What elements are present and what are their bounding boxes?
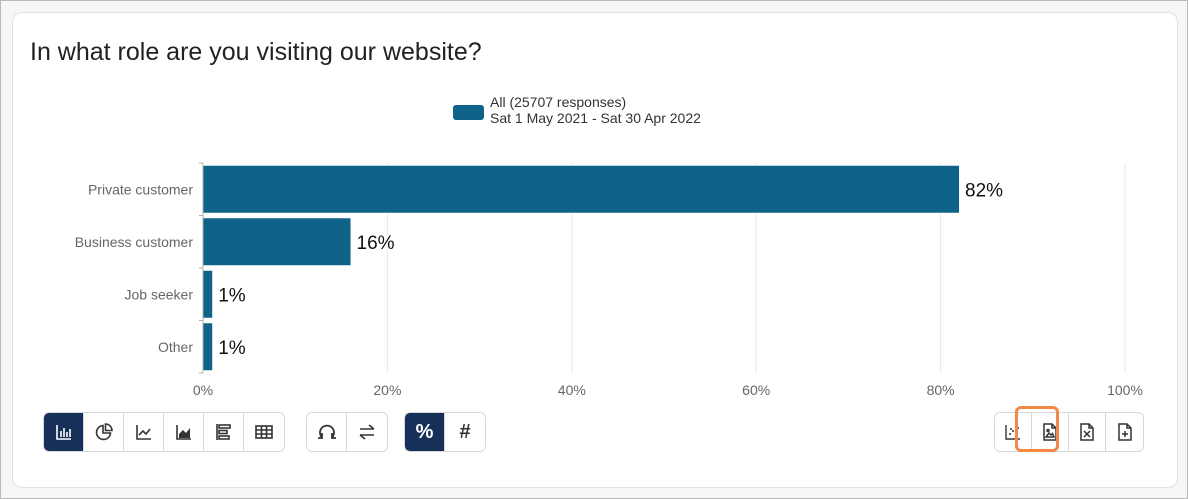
pdf-add-button[interactable] [1106, 413, 1143, 451]
scatter-export-button[interactable] [995, 413, 1032, 451]
legend-series-name: All (25707 responses) [490, 94, 627, 110]
pie-chart-icon [95, 423, 113, 441]
bar-chart-icon [55, 425, 71, 440]
bar [203, 323, 213, 371]
category-label: Business customer [75, 234, 194, 250]
swap-axes-button[interactable] [347, 413, 387, 451]
legend-date-range: Sat 1 May 2021 - Sat 30 Apr 2022 [490, 110, 701, 126]
data-label: 1% [218, 338, 246, 359]
refresh-button[interactable] [307, 413, 347, 451]
table-view-button[interactable] [244, 413, 284, 451]
legend-swatch [453, 105, 484, 120]
data-label: 16% [357, 233, 395, 254]
line-chart-icon [135, 425, 151, 440]
refresh-icon [317, 424, 336, 439]
excel-export-icon [1080, 423, 1094, 441]
pdf-add-icon [1117, 423, 1132, 441]
percent-label: % [415, 420, 434, 443]
x-tick-label: 0% [193, 382, 213, 398]
bar-chart-button[interactable] [44, 413, 84, 451]
x-tick-label: 80% [927, 382, 955, 398]
stacked-bar-icon [215, 424, 231, 440]
legend-text: All (25707 responses) Sat 1 May 2021 - S… [490, 94, 701, 126]
pie-chart-button[interactable] [84, 413, 124, 451]
bar [203, 270, 213, 318]
bar-chart: 0% 20% 40% 60% 80% 100% 82% Private customer 16%… [75, 162, 1143, 398]
area-chart-button[interactable] [164, 413, 204, 451]
excel-export-button[interactable] [1069, 413, 1106, 451]
data-label: 1% [218, 285, 246, 306]
x-tick-label: 40% [558, 382, 586, 398]
export-toolbar [994, 412, 1144, 452]
stacked-bar-button[interactable] [204, 413, 244, 451]
category-label: Private customer [88, 181, 193, 197]
bar [203, 165, 960, 213]
chart-type-toolbar [43, 412, 285, 452]
page-title: In what role are you visiting our websit… [30, 38, 482, 66]
count-label: # [459, 420, 471, 443]
category-label: Other [158, 339, 193, 355]
bar [203, 218, 351, 266]
image-export-icon [1043, 423, 1057, 441]
x-tick-label: 20% [373, 382, 401, 398]
x-tick-label: 100% [1107, 382, 1143, 398]
line-chart-button[interactable] [124, 413, 164, 451]
area-chart-icon [175, 425, 191, 440]
swap-icon [359, 424, 375, 440]
x-tick-label: 60% [742, 382, 770, 398]
data-label: 82% [965, 180, 1003, 201]
count-mode-button[interactable]: # [445, 413, 485, 451]
transform-toolbar [306, 412, 388, 452]
scatter-export-icon [1005, 425, 1020, 440]
percent-mode-button[interactable]: % [405, 413, 445, 451]
chart-legend: All (25707 responses) Sat 1 May 2021 - S… [453, 94, 701, 126]
value-mode-toolbar: % # [404, 412, 486, 452]
table-icon [255, 425, 273, 439]
image-export-button[interactable] [1032, 413, 1069, 451]
category-label: Job seeker [125, 286, 194, 302]
